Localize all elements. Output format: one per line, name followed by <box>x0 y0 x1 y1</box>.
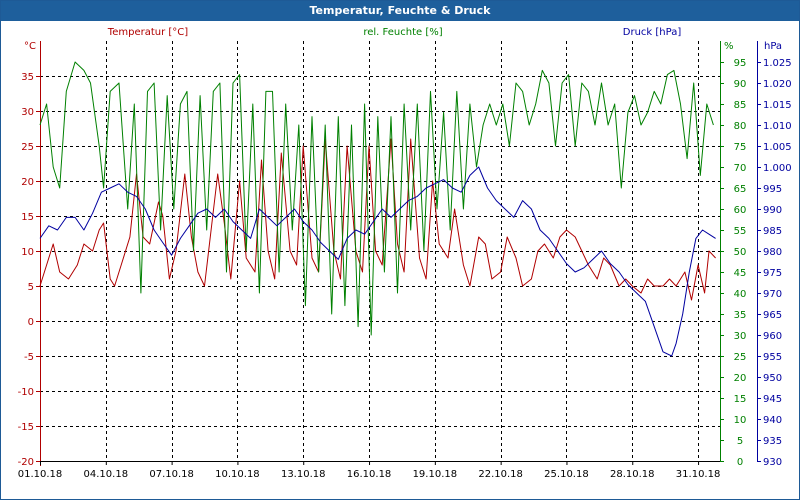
pressure-tick-label: 1.000 <box>763 163 792 174</box>
humidity-tick-label: 10 <box>734 415 747 426</box>
x-tick-label: 25.10.18 <box>544 469 589 480</box>
x-tick-label: 31.10.18 <box>676 469 721 480</box>
tick-labels: -20 -15 -10 -5 0 5 10 15 20 25 30 35 0 5 10 15 20 25 30 35 4… <box>18 58 792 480</box>
humidity-tick-label: 35 <box>734 310 747 321</box>
pressure-tick-label: 970 <box>763 289 782 300</box>
pressure-tick-label: 960 <box>763 331 782 342</box>
temperature-tick-label: 20 <box>21 177 34 188</box>
humidity-tick-label: 90 <box>734 79 747 90</box>
temperature-tick-label: -15 <box>18 422 34 433</box>
humidity-tick-label: 40 <box>734 289 747 300</box>
pressure-tick-label: 1.015 <box>763 100 792 111</box>
humidity-tick-label: 25 <box>734 352 747 363</box>
x-tick-label: 16.10.18 <box>347 469 392 480</box>
x-tick-label: 07.10.18 <box>149 469 194 480</box>
x-tick-label: 01.10.18 <box>18 469 63 480</box>
x-tick-label: 19.10.18 <box>413 469 458 480</box>
humidity-tick-label: 50 <box>734 247 747 258</box>
pressure-tick-label: 1.010 <box>763 121 792 132</box>
x-tick-label: 22.10.18 <box>478 469 523 480</box>
pressure-tick-label: 955 <box>763 352 782 363</box>
humidity-tick-label: 30 <box>734 331 747 342</box>
humidity-unit: % <box>724 41 734 52</box>
temperature-tick-label: -20 <box>18 457 34 468</box>
humidity-tick-label: 70 <box>734 163 747 174</box>
pressure-tick-label: 945 <box>763 394 782 405</box>
pressure-tick-label: 980 <box>763 247 782 258</box>
humidity-tick-label: 55 <box>734 226 747 237</box>
plot-series <box>39 61 716 357</box>
humidity-tick-label: 95 <box>734 58 747 69</box>
temperature-unit: °C <box>24 41 36 52</box>
pressure-tick-label: 930 <box>763 457 782 468</box>
temperature-series-line <box>39 138 716 301</box>
humidity-tick-label: 20 <box>734 373 747 384</box>
humidity-axis-label: rel. Feuchte [%] <box>363 27 442 38</box>
humidity-tick-label: 65 <box>734 184 747 195</box>
pressure-tick-label: 950 <box>763 373 782 384</box>
axis-labels: °C% hPa Temperatur [°C] rel. Feuchte [%] Dru… <box>24 27 782 52</box>
humidity-tick-label: 85 <box>734 100 747 111</box>
pressure-tick-label: 985 <box>763 226 782 237</box>
humidity-tick-label: 0 <box>737 457 743 468</box>
pressure-tick-label: 995 <box>763 184 782 195</box>
temperature-tick-label: 0 <box>28 317 34 328</box>
temperature-tick-label: -10 <box>18 387 34 398</box>
pressure-axis-label: Druck [hPa] <box>623 27 682 38</box>
humidity-tick-label: 80 <box>734 121 747 132</box>
temperature-tick-label: 25 <box>21 142 34 153</box>
temperature-axis-label: Temperatur [°C] <box>107 27 188 38</box>
pressure-tick-label: 975 <box>763 268 782 279</box>
temperature-tick-label: -5 <box>24 352 34 363</box>
humidity-tick-label: 5 <box>737 436 743 447</box>
pressure-series-line <box>39 166 716 357</box>
x-tick-label: 10.10.18 <box>215 469 260 480</box>
x-tick-label: 04.10.18 <box>84 469 129 480</box>
humidity-tick-label: 60 <box>734 205 747 216</box>
temperature-tick-label: 15 <box>21 212 34 223</box>
x-tick-label: 13.10.18 <box>281 469 326 480</box>
humidity-tick-label: 15 <box>734 394 747 405</box>
pressure-tick-label: 965 <box>763 310 782 321</box>
chart-title: Temperatur, Feuchte & Druck <box>309 4 491 17</box>
humidity-tick-label: 45 <box>734 268 747 279</box>
pressure-tick-label: 940 <box>763 415 782 426</box>
pressure-unit: hPa <box>764 41 782 52</box>
pressure-tick-label: 1.025 <box>763 58 792 69</box>
pressure-tick-label: 1.020 <box>763 79 792 90</box>
pressure-tick-label: 935 <box>763 436 782 447</box>
title-bar: Temperatur, Feuchte & Druck <box>1 1 799 21</box>
pressure-tick-label: 990 <box>763 205 782 216</box>
temperature-tick-label: 35 <box>21 72 34 83</box>
pressure-tick-label: 1.005 <box>763 142 792 153</box>
temperature-tick-label: 30 <box>21 107 34 118</box>
x-tick-label: 28.10.18 <box>610 469 655 480</box>
humidity-tick-label: 75 <box>734 142 747 153</box>
temperature-tick-label: 10 <box>21 247 34 258</box>
humidity-series-line <box>39 61 714 336</box>
temperature-tick-label: 5 <box>28 282 34 293</box>
